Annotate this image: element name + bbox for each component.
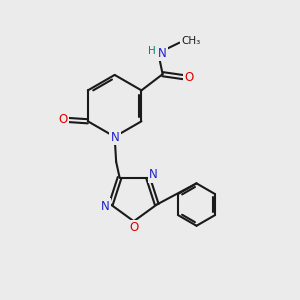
Text: N: N <box>158 47 166 60</box>
Text: O: O <box>129 221 138 234</box>
Text: O: O <box>184 70 194 84</box>
Text: O: O <box>58 113 68 126</box>
Text: N: N <box>100 200 109 212</box>
Text: N: N <box>149 168 158 181</box>
Text: CH₃: CH₃ <box>181 36 200 46</box>
Text: H: H <box>148 46 156 56</box>
Text: N: N <box>111 131 120 144</box>
